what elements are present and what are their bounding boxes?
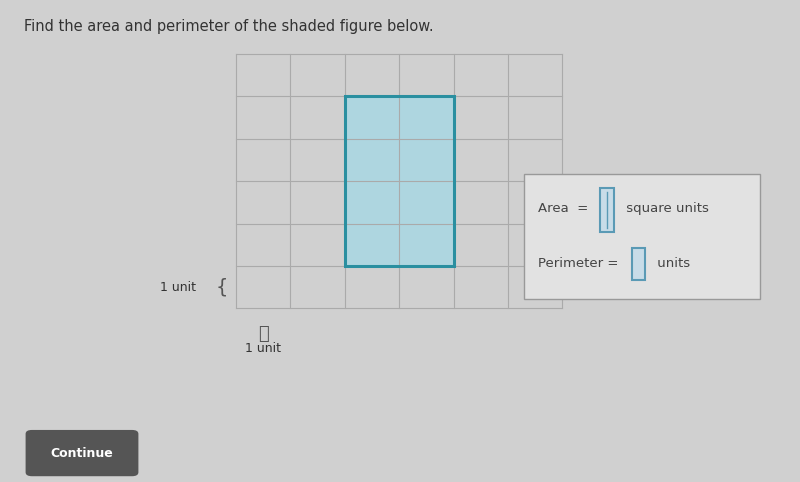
Text: Find the area and perimeter of the shaded figure below.: Find the area and perimeter of the shade…: [24, 19, 434, 34]
Text: ⌢: ⌢: [258, 325, 269, 343]
FancyBboxPatch shape: [26, 430, 138, 476]
Text: Area  =: Area =: [538, 202, 593, 215]
Text: square units: square units: [622, 202, 710, 215]
Bar: [345, 96, 454, 266]
Text: 1 unit: 1 unit: [245, 342, 282, 355]
Bar: [600, 188, 614, 232]
Text: 1 unit: 1 unit: [160, 281, 196, 294]
Bar: [632, 248, 645, 280]
Text: units: units: [653, 257, 690, 270]
Bar: [345, 96, 454, 266]
Text: Perimeter =: Perimeter =: [538, 257, 623, 270]
Text: Continue: Continue: [50, 447, 114, 459]
Text: {: {: [216, 278, 228, 297]
Bar: [524, 174, 760, 299]
